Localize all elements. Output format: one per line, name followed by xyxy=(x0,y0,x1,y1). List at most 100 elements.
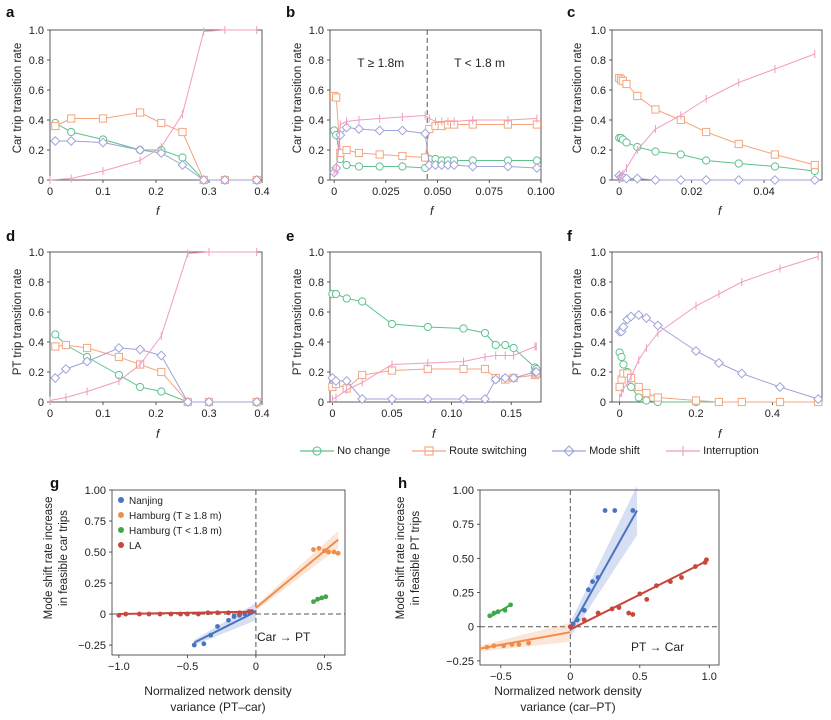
data-point-mode_shift-f xyxy=(774,381,786,393)
ytick-label-b: 0 xyxy=(318,175,324,187)
xtick-label-f: 0.2 xyxy=(688,408,703,420)
series-line-mode_shift-c xyxy=(618,175,815,181)
data-point-hamburg_ge-g xyxy=(316,545,322,551)
data-point-nanjing-g xyxy=(249,609,255,614)
data-point-mode_shift-f xyxy=(652,320,663,331)
data-point-no_change-c xyxy=(676,150,685,159)
data-point-no_change-c xyxy=(734,159,743,168)
series-line-no_change-a xyxy=(55,122,257,181)
data-point-no_change-b xyxy=(336,154,345,164)
data-point-route_switching-b xyxy=(443,120,453,129)
data-point-la-g xyxy=(178,611,183,617)
data-point-hamburg_lt-g xyxy=(315,596,320,602)
data-point-route_switching-c xyxy=(651,105,660,114)
data-point-hamburg_lt-h xyxy=(491,610,497,616)
data-point-no_change-c xyxy=(810,166,819,176)
data-point-mode_shift-f xyxy=(690,345,702,357)
series-line-interruption-b xyxy=(333,114,537,172)
panel-letter-f: f xyxy=(567,228,572,245)
data-point-la-g xyxy=(137,611,142,617)
series-line-interruption-c xyxy=(618,53,815,179)
ytick-label-b: 0.4 xyxy=(309,115,324,127)
fit-line-hamburg_ge-h xyxy=(479,631,571,650)
data-point-mode_shift-d xyxy=(156,350,167,361)
series-line-mode_shift-d xyxy=(54,347,257,403)
xtick-label-d: 0.1 xyxy=(95,408,110,420)
data-point-route_switching-e xyxy=(342,384,351,393)
data-point-route_switching-a xyxy=(178,127,187,137)
data-point-no_change-b xyxy=(431,154,440,164)
ytick-label-e: 0.4 xyxy=(309,337,324,349)
data-point-hamburg_lt-h xyxy=(502,607,508,613)
series-line-mode_shift-a xyxy=(55,140,257,181)
data-point-no_change-b xyxy=(503,156,513,165)
series-line-no_change-b xyxy=(333,130,537,169)
data-point-no_change-e xyxy=(501,340,510,350)
data-point-no_change-b xyxy=(375,162,384,171)
data-point-route_switching-f xyxy=(814,397,823,407)
data-point-la-h xyxy=(667,579,673,585)
xtick-label-a: 0.1 xyxy=(95,186,110,198)
data-point-no_change-f xyxy=(642,396,651,405)
data-point-route_switching-e xyxy=(530,370,540,380)
data-point-route_switching-f xyxy=(619,369,628,378)
xlabel-c: f xyxy=(718,204,722,218)
plot-f: 0 0.2 0.4 0.6 0.8 1.0 0 0.2 0.4 xyxy=(591,247,824,420)
data-point-la-g xyxy=(205,610,211,616)
data-point-la-g xyxy=(226,610,231,616)
data-point-la-g xyxy=(237,610,242,616)
data-point-no_change-c xyxy=(616,133,626,143)
data-point-la-h xyxy=(702,560,708,565)
data-point-mode_shift-e xyxy=(508,372,519,384)
xtick-label-d: 0.3 xyxy=(201,408,216,420)
xtick-label-b: 0.100 xyxy=(527,186,555,198)
plot-h: −0.25 0 0.25 0.50 0.75 1.00 −0.5 0 0.5 1.0 PT → Ca… xyxy=(446,485,720,683)
annot-right-b: T < 1.8 m xyxy=(454,56,505,70)
data-point-mode_shift-b xyxy=(397,125,408,136)
xtick-label-b: 0.025 xyxy=(372,186,400,198)
data-point-la-h xyxy=(609,606,615,612)
data-point-no_change-d xyxy=(252,397,261,407)
legend-item-route-switching: Route switching xyxy=(412,444,527,458)
data-point-mode_shift-d xyxy=(182,396,193,408)
data-point-mode_shift-c xyxy=(621,173,632,184)
plot-b: 0 0.2 0.4 0.6 0.8 1.0 0 0.025 0.050 0.075 0.100 T ≥… xyxy=(309,25,555,198)
data-point-mode_shift-f xyxy=(616,326,627,337)
annot-direction-g: Car → PT xyxy=(257,630,311,644)
legend-marker-la xyxy=(118,542,124,548)
data-point-route_switching-a xyxy=(199,175,208,185)
data-point-la-h xyxy=(626,610,632,616)
plot-d: 0 0.2 0.4 0.6 0.8 1.0 0 0.1 0.2 0.3 0.4 xyxy=(29,247,270,420)
data-point-nanjing-g xyxy=(237,612,242,618)
data-point-mode_shift-a xyxy=(50,135,61,147)
data-point-mode_shift-e xyxy=(458,393,469,405)
ci-band-hamburg_ge-g xyxy=(255,530,339,611)
ylabel-e: PT trip transition rate xyxy=(292,268,304,376)
data-point-mode_shift-d xyxy=(251,396,262,408)
data-point-mode_shift-b xyxy=(531,162,542,174)
data-point-la-g xyxy=(168,611,174,617)
plot-frame-f xyxy=(611,251,823,403)
fit-line-hamburg_lt-h xyxy=(489,603,512,619)
ytick-label-g: 0.75 xyxy=(85,516,106,528)
ytick-label-d: 0.6 xyxy=(29,307,44,319)
data-point-no_change-e xyxy=(331,289,341,299)
plot-frame-b xyxy=(329,29,542,181)
data-point-mode_shift-a xyxy=(66,135,77,147)
data-point-mode_shift-c xyxy=(675,174,686,186)
data-point-no_change-a xyxy=(67,127,76,137)
data-point-mode_shift-b xyxy=(335,129,346,141)
xlabel-h-line1: Normalized network density xyxy=(494,684,642,698)
ytick-label-b: 1.0 xyxy=(309,25,324,37)
data-point-la-h xyxy=(644,596,650,602)
data-point-route_switching-c xyxy=(618,76,627,86)
data-point-hamburg_lt-g xyxy=(311,599,316,605)
data-point-mode_shift-c xyxy=(733,174,744,186)
data-point-mode_shift-c xyxy=(616,171,627,183)
legend-item-mode-shift: Mode shift xyxy=(552,444,640,458)
data-point-mode_shift-d xyxy=(135,344,146,355)
xtick-label-c: 0.04 xyxy=(753,186,774,198)
series-line-interruption-f xyxy=(619,256,819,398)
series-line-mode_shift-f xyxy=(619,314,819,400)
data-point-nanjing-g xyxy=(226,617,231,623)
